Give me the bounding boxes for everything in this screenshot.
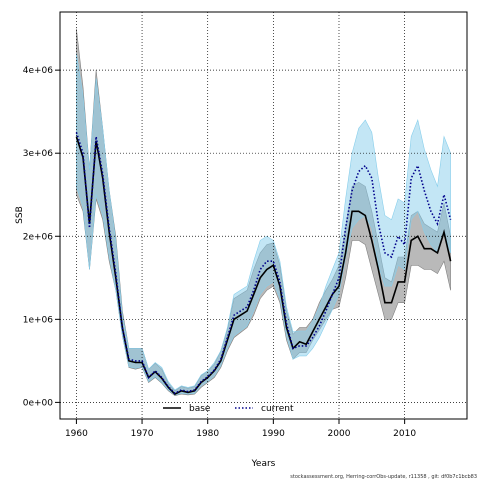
x-tick-label: 2010: [393, 429, 416, 439]
x-tick-label: 1960: [65, 429, 88, 439]
line-base: [75, 136, 452, 396]
x-tick-label: 1980: [196, 429, 219, 439]
footer-note: stockassessment.org, Herring-corrObs-upd…: [290, 474, 477, 480]
y-tick-label: 2e+06: [23, 232, 54, 242]
x-axis: 1960 1970 1980 1990 2000 2010: [65, 419, 416, 439]
y-tick-label: 4e+06: [23, 66, 54, 76]
legend-base-label: base: [189, 404, 211, 414]
plot-frame: [59, 11, 468, 420]
x-tick-label: 1990: [262, 429, 285, 439]
grid-lines: [60, 12, 467, 419]
line-current: [75, 132, 452, 395]
y-tick-label: 3e+06: [23, 149, 54, 159]
confidence-bands: [76, 28, 451, 397]
x-axis-title: Years: [251, 459, 276, 469]
series-lines: [75, 132, 452, 396]
y-axis: 0e+00 1e+06 2e+06 3e+06 4e+06: [23, 66, 60, 408]
x-tick-label: 1970: [131, 429, 154, 439]
legend: base current: [163, 404, 294, 414]
y-axis-title: SSB: [15, 206, 25, 224]
legend-current-label: current: [261, 404, 294, 414]
y-tick-label: 1e+06: [23, 315, 54, 325]
y-tick-label: 0e+00: [23, 398, 54, 408]
band-current: [76, 53, 451, 396]
x-tick-label: 2000: [328, 429, 351, 439]
